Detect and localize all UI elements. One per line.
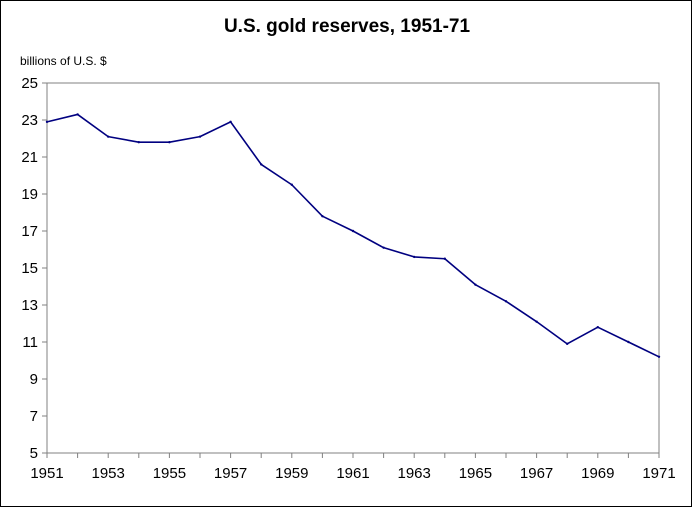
- y-tick-label: 9: [30, 371, 38, 388]
- x-tick-label: 1957: [214, 465, 247, 482]
- data-point: [290, 183, 293, 186]
- y-tick-label: 17: [21, 223, 38, 240]
- x-tick-label: 1959: [275, 465, 308, 482]
- y-tick-label: 13: [21, 297, 38, 314]
- data-point: [137, 141, 140, 144]
- data-point: [535, 320, 538, 323]
- y-tick-label: 23: [21, 112, 38, 129]
- y-axis: 5 7 9 11 13 15 17 19 21 23 25: [21, 75, 47, 462]
- x-tick-label: 1965: [459, 465, 492, 482]
- y-axis-unit-label: billions of U.S. $: [20, 54, 107, 68]
- y-tick-label: 19: [21, 186, 38, 203]
- data-point: [76, 113, 79, 116]
- x-tick-label: 1969: [581, 465, 614, 482]
- data-point: [107, 135, 110, 138]
- y-tick-label: 5: [30, 445, 38, 462]
- data-point: [351, 229, 355, 233]
- data-point: [168, 141, 171, 144]
- y-tick-label: 21: [21, 149, 38, 166]
- data-point: [596, 326, 599, 329]
- data-point: [657, 355, 661, 358]
- data-point: [627, 340, 630, 344]
- x-tick-label: 1963: [398, 465, 431, 482]
- x-tick-label: 1971: [642, 465, 675, 482]
- data-point: [321, 215, 324, 218]
- y-tick-label: 15: [21, 260, 38, 277]
- data-point: [474, 283, 477, 286]
- data-point: [504, 300, 508, 303]
- data-point: [229, 120, 232, 124]
- data-point: [443, 257, 446, 260]
- data-point: [566, 342, 569, 346]
- series-group: [45, 113, 661, 358]
- data-point: [413, 255, 416, 259]
- chart-title: U.S. gold reserves, 1951-71: [224, 16, 471, 37]
- plot-area: [46, 82, 660, 454]
- data-point: [198, 135, 202, 138]
- x-tick-label: 1961: [336, 465, 369, 482]
- y-tick-label: 11: [22, 334, 38, 351]
- data-point: [382, 246, 385, 249]
- y-tick-label: 25: [21, 75, 38, 92]
- data-point: [45, 120, 49, 124]
- y-tick-label: 7: [30, 408, 38, 425]
- x-axis: 1951 1953 1955 1957 1959 1961 1963 1965 1967 1969…: [30, 453, 676, 482]
- x-tick-label: 1955: [153, 465, 186, 482]
- data-point: [260, 163, 263, 166]
- x-tick-label: 1951: [30, 465, 63, 482]
- x-tick-label: 1967: [520, 465, 553, 482]
- x-tick-label: 1953: [92, 465, 125, 482]
